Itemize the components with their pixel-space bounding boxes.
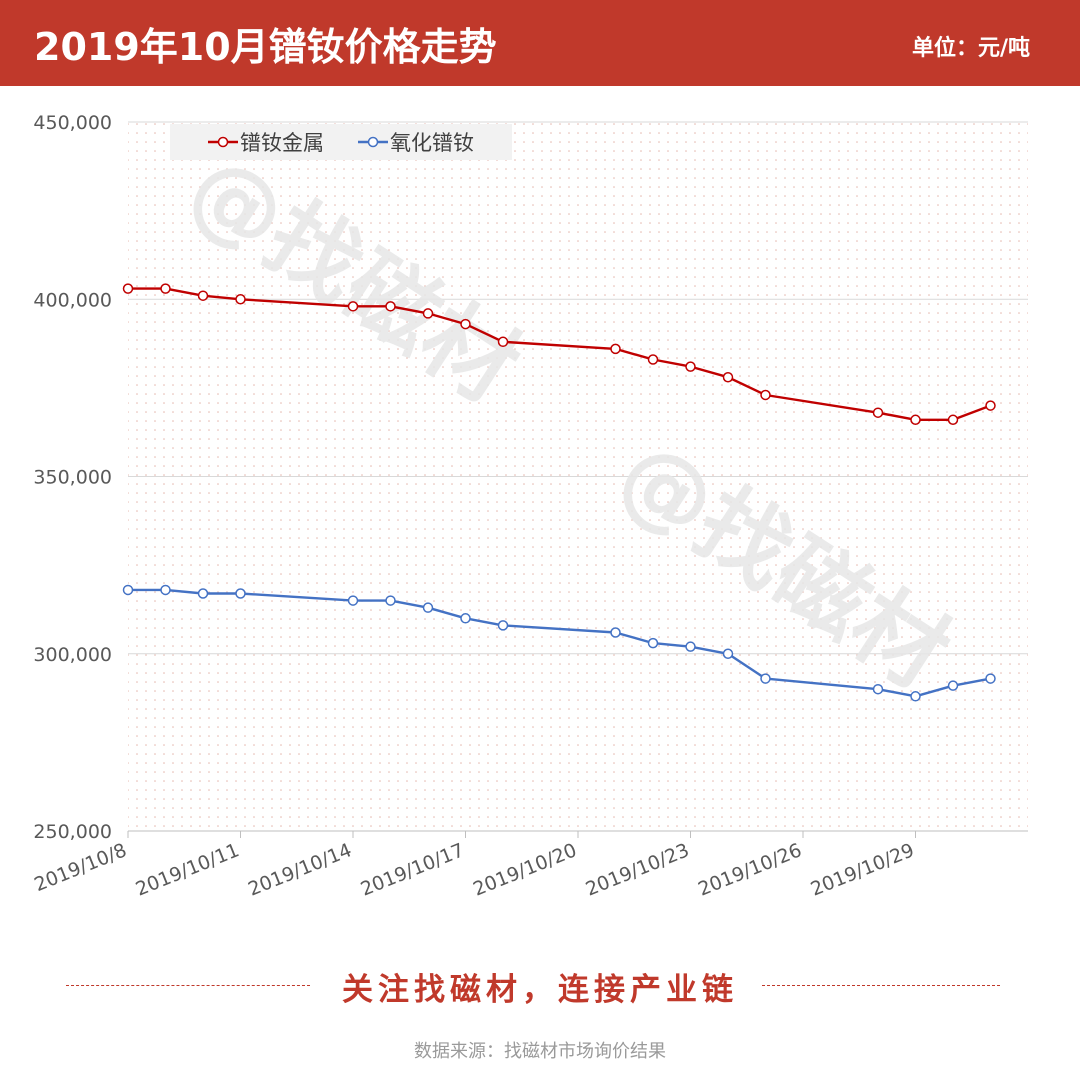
legend-label-1: 镨钕金属 [240, 131, 324, 155]
data-point [610, 627, 621, 638]
data-point [647, 637, 659, 649]
data-point [122, 283, 134, 294]
data-point [685, 641, 696, 652]
slogan-section: 关注找磁材，连接产业链 [60, 964, 1000, 1008]
y-tick-label: 350,000 [33, 467, 112, 489]
data-point [647, 354, 659, 365]
data-point [460, 318, 471, 330]
data-point [347, 595, 359, 606]
data-point [985, 400, 996, 411]
data-point [910, 691, 921, 702]
data-point [872, 683, 884, 695]
data-point [947, 680, 959, 691]
data-source: 数据来源：找磁材市场询价结果 [414, 1041, 666, 1062]
y-tick-label: 250,000 [33, 821, 112, 843]
x-tick-label: 2019/10/20 [470, 839, 580, 900]
x-tick-label: 2019/10/11 [133, 839, 243, 900]
page-title: 2019年10月镨钕价格走势 [34, 25, 497, 69]
data-point [385, 595, 396, 606]
data-point [122, 584, 134, 596]
price-trend-chart: @找磁材@找磁材 450,000400,000350,000300,000250… [31, 112, 1028, 901]
data-point [910, 414, 921, 426]
series-line-2 [128, 588, 991, 698]
slogan-divider-right [762, 985, 1000, 986]
data-point [760, 673, 771, 684]
x-tick-label: 2019/10/17 [358, 839, 468, 900]
data-point [610, 343, 621, 355]
data-point [760, 389, 771, 401]
slogan-divider-left [66, 985, 310, 986]
x-tick-label: 2019/10/14 [245, 839, 355, 900]
data-point [385, 301, 396, 312]
header-bar: 2019年10月镨钕价格走势 单位：元/吨 [0, 0, 1080, 86]
data-point [872, 407, 884, 418]
data-point [160, 584, 171, 596]
y-tick-label: 450,000 [33, 112, 112, 134]
data-point [235, 588, 246, 599]
legend-swatch-marker [367, 136, 379, 148]
data-point [347, 301, 359, 312]
x-tick-label: 2019/10/23 [583, 839, 693, 900]
data-point [422, 308, 434, 319]
x-tick-label: 2019/10/8 [31, 839, 130, 896]
x-tick-label: 2019/10/29 [808, 839, 918, 900]
data-point [985, 673, 996, 684]
data-point [197, 588, 209, 599]
data-point [235, 294, 246, 305]
data-point [722, 648, 734, 659]
data-point [722, 371, 734, 383]
series-line-1 [128, 287, 991, 421]
data-point [160, 283, 171, 294]
y-tick-label: 400,000 [33, 289, 112, 311]
data-point [197, 290, 209, 301]
x-tick-label: 2019/10/26 [695, 839, 805, 900]
data-point [460, 613, 471, 624]
unit-label: 单位：元/吨 [911, 36, 1030, 61]
legend-swatch-marker [217, 136, 229, 148]
data-point [497, 336, 509, 348]
slogan: 关注找磁材，连接产业链 [342, 972, 738, 1008]
y-tick-label: 300,000 [33, 644, 112, 666]
data-point [947, 414, 959, 426]
data-point [685, 361, 696, 372]
data-point [422, 602, 434, 613]
data-point [497, 620, 509, 631]
legend-label-2: 氧化镨钕 [390, 131, 474, 155]
